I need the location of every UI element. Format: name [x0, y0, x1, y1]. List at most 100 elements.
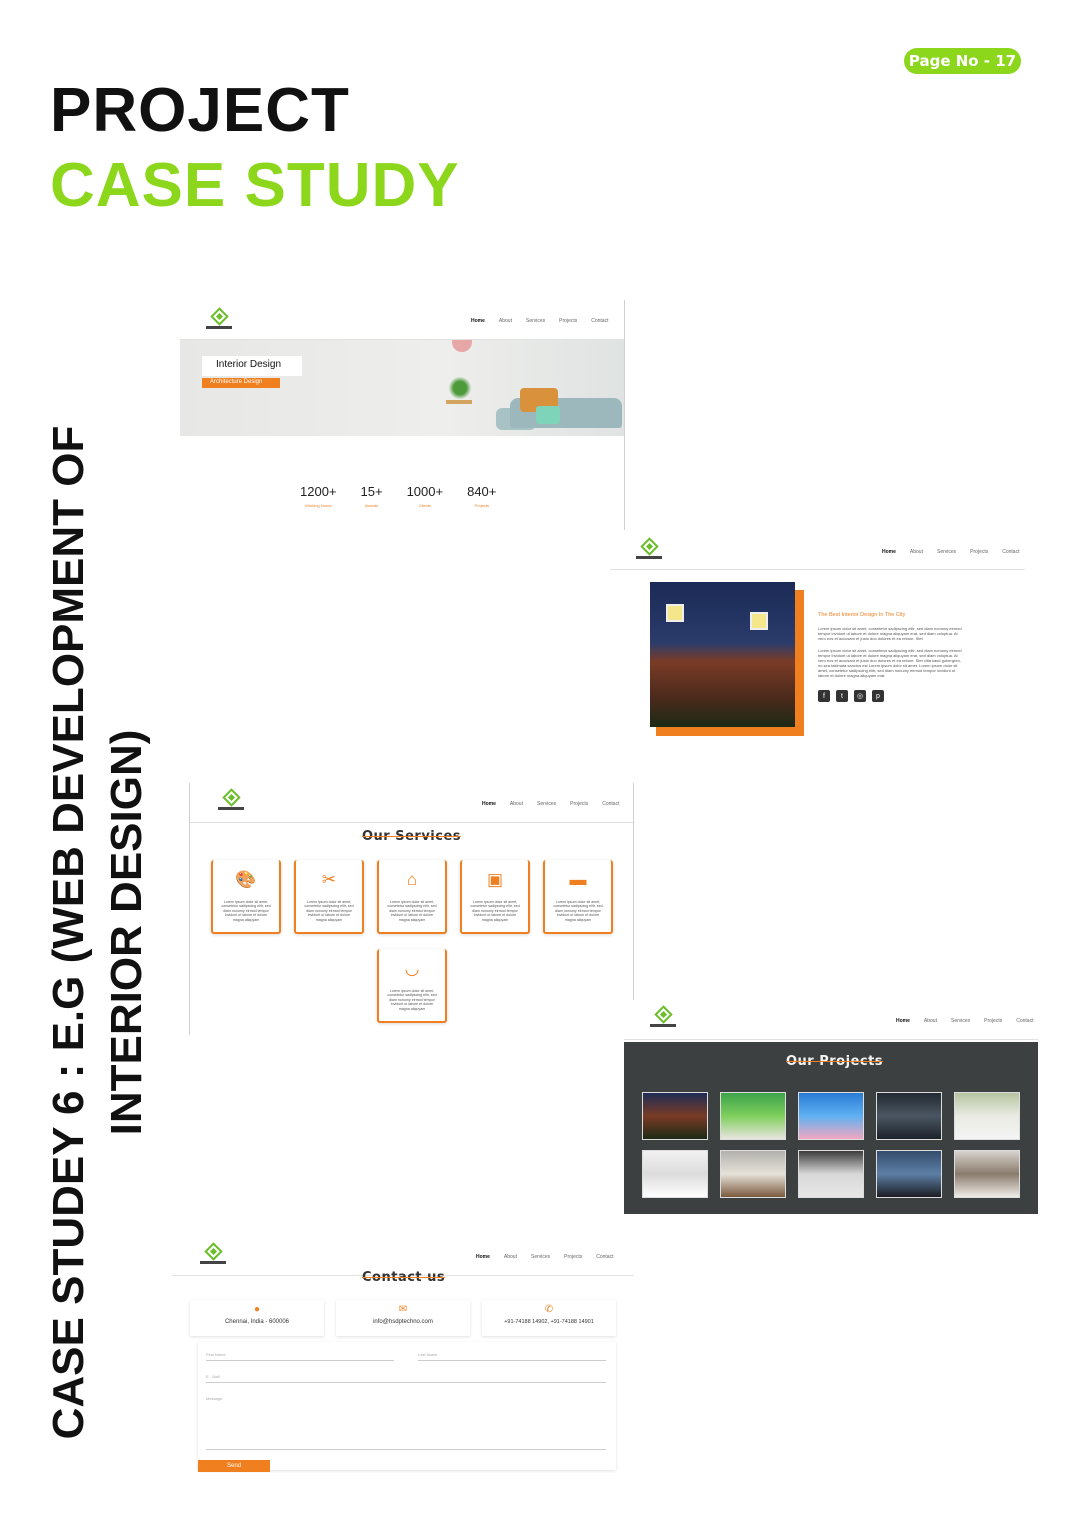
plant-image [448, 377, 472, 399]
service-text: Lorem ipsum dolor sit amet, consetetur s… [553, 900, 603, 922]
project-thumbnail[interactable] [720, 1092, 786, 1140]
nav-services[interactable]: Services [936, 549, 957, 555]
nav-projects[interactable]: Projects [570, 801, 589, 807]
nav-services[interactable]: Services [536, 801, 557, 807]
projects-title: Our Projects [786, 1054, 884, 1069]
send-button[interactable]: Send [198, 1460, 270, 1472]
stat-label: Working Hours [305, 503, 332, 508]
address-card: ● Chennai, India - 600006 [190, 1300, 324, 1336]
nav-links: Home About Services Projects Contact [476, 1254, 613, 1260]
nav-contact[interactable]: Contact [1002, 549, 1020, 555]
nav-projects[interactable]: Projects [970, 549, 989, 555]
mockup-contact: Home About Services Projects Contact Con… [172, 1238, 634, 1473]
nav-services[interactable]: Services [950, 1018, 971, 1024]
nav-projects[interactable]: Projects [564, 1254, 583, 1260]
nav-contact[interactable]: Contact [1016, 1018, 1034, 1024]
palette-icon: 🎨 [235, 870, 257, 889]
nav-about[interactable]: About [509, 801, 523, 807]
nav-home[interactable]: Home [476, 1254, 490, 1260]
page-subtitle: CASE STUDY [50, 151, 460, 220]
stat-awards: 15+ Awards [361, 484, 383, 508]
service-card[interactable]: ⌂ Lorem ipsum dolor sit amet, consetetur… [377, 860, 447, 934]
project-thumbnail[interactable] [876, 1092, 942, 1140]
nav-about[interactable]: About [909, 549, 923, 555]
mockup-projects: Home About Services Projects Contact Our… [624, 1000, 1038, 1225]
navbar: Home About Services Projects Contact [624, 1000, 1038, 1040]
phone-text[interactable]: +91-74188 14902, +91-74188 14901 [504, 1319, 594, 1325]
project-thumbnail[interactable] [798, 1092, 864, 1140]
house-image [650, 582, 795, 727]
stat-clients: 1000+ Clients [407, 484, 444, 508]
nav-about[interactable]: About [503, 1254, 517, 1260]
stat-label: Clients [418, 503, 431, 508]
hero-tag: Architecture Design [202, 378, 280, 388]
service-card[interactable]: ◡ Lorem ipsum dolor sit amet, consetetur… [377, 949, 447, 1023]
side-title-line2: INTERIOR DESIGN) [102, 729, 151, 1136]
project-thumbnail[interactable] [876, 1150, 942, 1198]
nav-home[interactable]: Home [882, 549, 896, 555]
nav-contact[interactable]: Contact [591, 318, 609, 324]
message-field[interactable]: Message [206, 1396, 606, 1450]
logo [200, 1242, 226, 1267]
logo [206, 307, 232, 332]
project-thumbnail[interactable] [642, 1150, 708, 1198]
nav-contact[interactable]: Contact [596, 1254, 614, 1260]
facebook-icon[interactable]: f [818, 690, 830, 702]
email-text[interactable]: info@hsdptechno.com [373, 1319, 433, 1325]
services-title: Our Services [362, 829, 462, 844]
social-icons: f t ◎ p [818, 690, 884, 702]
stat-value: 1000+ [406, 484, 444, 499]
nav-contact[interactable]: Contact [602, 801, 620, 807]
nav-projects[interactable]: Projects [984, 1018, 1003, 1024]
service-card[interactable]: ▬ Lorem ipsum dolor sit amet, consetetur… [543, 860, 613, 934]
hero-title: Interior Design [202, 356, 302, 376]
nav-home[interactable]: Home [482, 801, 496, 807]
nav-services[interactable]: Services [525, 318, 546, 324]
email-field[interactable]: E - Mail [206, 1374, 606, 1383]
address-text: Chennai, India - 600006 [224, 1319, 290, 1325]
about-paragraph: Lorem ipsum dolor sit amet, consetetur s… [818, 626, 962, 641]
tools-icon: ✂ [321, 870, 337, 889]
lamp-image [452, 340, 472, 352]
project-thumbnail[interactable] [954, 1150, 1020, 1198]
nav-projects[interactable]: Projects [559, 318, 578, 324]
page-title: PROJECT [50, 76, 350, 145]
sofa-icon: ▣ [486, 870, 504, 889]
nav-links: Home About Services Projects Contact [882, 549, 1019, 555]
first-name-field[interactable]: First Name [206, 1352, 394, 1361]
nav-links: Home About Services Projects Contact [896, 1018, 1033, 1024]
last-name-field[interactable]: Last Name [418, 1352, 606, 1361]
navbar: Home About Services Projects Contact [172, 1238, 634, 1276]
about-paragraph: Lorem ipsum dolor sit amet, consetetur s… [818, 648, 962, 678]
side-title: CASE STUDEY 6 : E.G (WEB DEVELOPMENT OF … [40, 400, 160, 1465]
page-number-badge: Page No - 17 [904, 48, 1021, 74]
service-card[interactable]: ▣ Lorem ipsum dolor sit amet, consetetur… [460, 860, 530, 934]
phone-icon: ✆ [544, 1304, 554, 1315]
nav-about[interactable]: About [923, 1018, 937, 1024]
logo [650, 1005, 676, 1030]
project-thumbnail[interactable] [798, 1150, 864, 1198]
pinterest-icon[interactable]: p [872, 690, 884, 702]
nav-home[interactable]: Home [471, 318, 485, 324]
hero-banner: Interior Design Architecture Design [180, 340, 624, 436]
project-thumbnail[interactable] [720, 1150, 786, 1198]
project-thumbnail[interactable] [642, 1092, 708, 1140]
navbar: Home About Services Projects Contact [190, 783, 633, 823]
side-title-line1: CASE STUDEY 6 : E.G (WEB DEVELOPMENT OF [44, 425, 93, 1440]
nav-home[interactable]: Home [896, 1018, 910, 1024]
service-card[interactable]: 🎨 Lorem ipsum dolor sit amet, consetetur… [211, 860, 281, 934]
service-card[interactable]: ✂ Lorem ipsum dolor sit amet, consetetur… [294, 860, 364, 934]
about-title: The Best Interior Design In The City [818, 612, 906, 618]
table-image [446, 400, 472, 404]
twitter-icon[interactable]: t [836, 690, 848, 702]
nav-about[interactable]: About [498, 318, 512, 324]
contact-title: Contact us [362, 1270, 446, 1285]
nav-services[interactable]: Services [530, 1254, 551, 1260]
mockup-services: Home About Services Projects Contact Our… [189, 783, 634, 1035]
service-text: Lorem ipsum dolor sit amet, consetetur s… [304, 900, 354, 922]
contact-form: First Name Last Name E - Mail Message [198, 1342, 616, 1470]
instagram-icon[interactable]: ◎ [854, 690, 866, 702]
cushion-image [536, 406, 560, 424]
project-thumbnail[interactable] [954, 1092, 1020, 1140]
projects-section: Our Projects [624, 1042, 1038, 1214]
